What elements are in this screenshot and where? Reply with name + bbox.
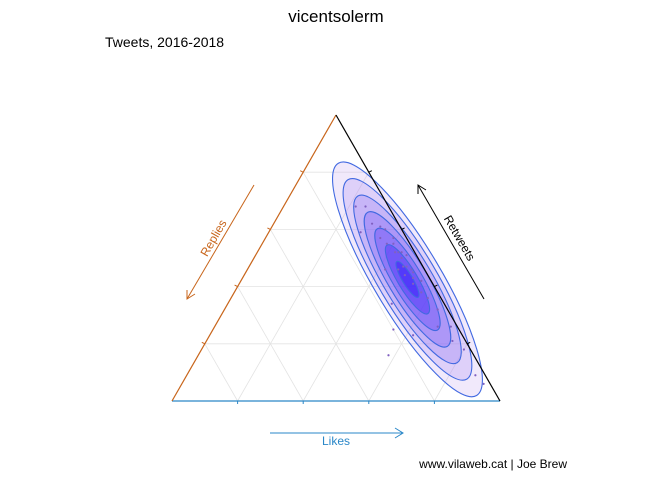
tweet-point (420, 291, 423, 294)
replies-tick (201, 341, 206, 345)
chart-subtitle: Tweets, 2016-2018 (105, 34, 224, 50)
ternary-grid (204, 171, 468, 402)
tweet-point (390, 302, 393, 305)
density-contour (342, 177, 473, 381)
tweet-point (364, 205, 367, 208)
tweet-point (405, 265, 408, 268)
retweets-tick (466, 341, 471, 345)
tweet-points (354, 205, 485, 385)
tweet-point (392, 328, 395, 331)
tweet-point (392, 242, 395, 245)
ternary-frame (171, 114, 501, 402)
retweets-arrow (417, 184, 485, 300)
tweet-point (354, 205, 357, 208)
density-contour (374, 227, 441, 332)
tweet-point (436, 325, 439, 328)
grid-line (368, 286, 435, 402)
tweet-point (411, 334, 415, 337)
retweets-axis-label: Retweets (441, 213, 478, 263)
tweet-point (384, 268, 387, 271)
tweet-point (359, 231, 362, 234)
tweet-point (384, 228, 387, 231)
density-contours (331, 161, 483, 398)
tweet-point (405, 254, 408, 257)
grid-line (270, 229, 370, 402)
grid-line (237, 286, 304, 402)
tweet-point (387, 354, 390, 357)
tweet-point (436, 308, 439, 311)
grid-line (302, 229, 402, 402)
tweet-point (420, 279, 423, 282)
tweet-point (397, 268, 400, 271)
axis-ticks (201, 170, 471, 404)
tweet-point (392, 236, 395, 240)
tweet-point (410, 268, 413, 271)
tweet-point (393, 251, 397, 254)
replies-tick (299, 170, 304, 173)
tweet-point (411, 271, 415, 274)
tweet-point (370, 222, 374, 225)
tweet-point (379, 225, 382, 228)
tweet-point (474, 374, 477, 377)
tweet-point (462, 348, 466, 351)
likes-axis-label: Likes (322, 434, 350, 448)
replies-axis-line (171, 114, 337, 402)
retweets-axis-line (335, 114, 501, 402)
tweet-point (379, 236, 382, 240)
tweet-point (385, 242, 388, 245)
chart-caption: www.vilaweb.cat | Joe Brew (418, 457, 567, 471)
tweet-point (400, 256, 403, 260)
replies-tick (234, 284, 238, 288)
tweet-point (451, 339, 454, 343)
tweet-point (426, 296, 429, 300)
tweet-point (397, 251, 400, 254)
tweet-point (402, 265, 405, 268)
tweet-point (411, 276, 415, 280)
replies-axis-label: Replies (197, 217, 229, 259)
tweet-point (482, 382, 485, 385)
tweet-point (411, 282, 415, 285)
density-contour (395, 260, 420, 298)
retweets-tick (401, 227, 405, 230)
replies-arrow (186, 184, 255, 300)
likes-arrow (270, 427, 404, 439)
tweet-point (449, 325, 452, 328)
retweets-tick (368, 170, 373, 173)
replies-tick (267, 227, 271, 230)
density-contour (331, 161, 483, 398)
tweet-point (400, 251, 403, 254)
tweet-point (403, 274, 406, 277)
retweets-tick (434, 284, 438, 288)
grid-line (204, 343, 238, 402)
chart-title: vicentsolerm (288, 7, 383, 26)
